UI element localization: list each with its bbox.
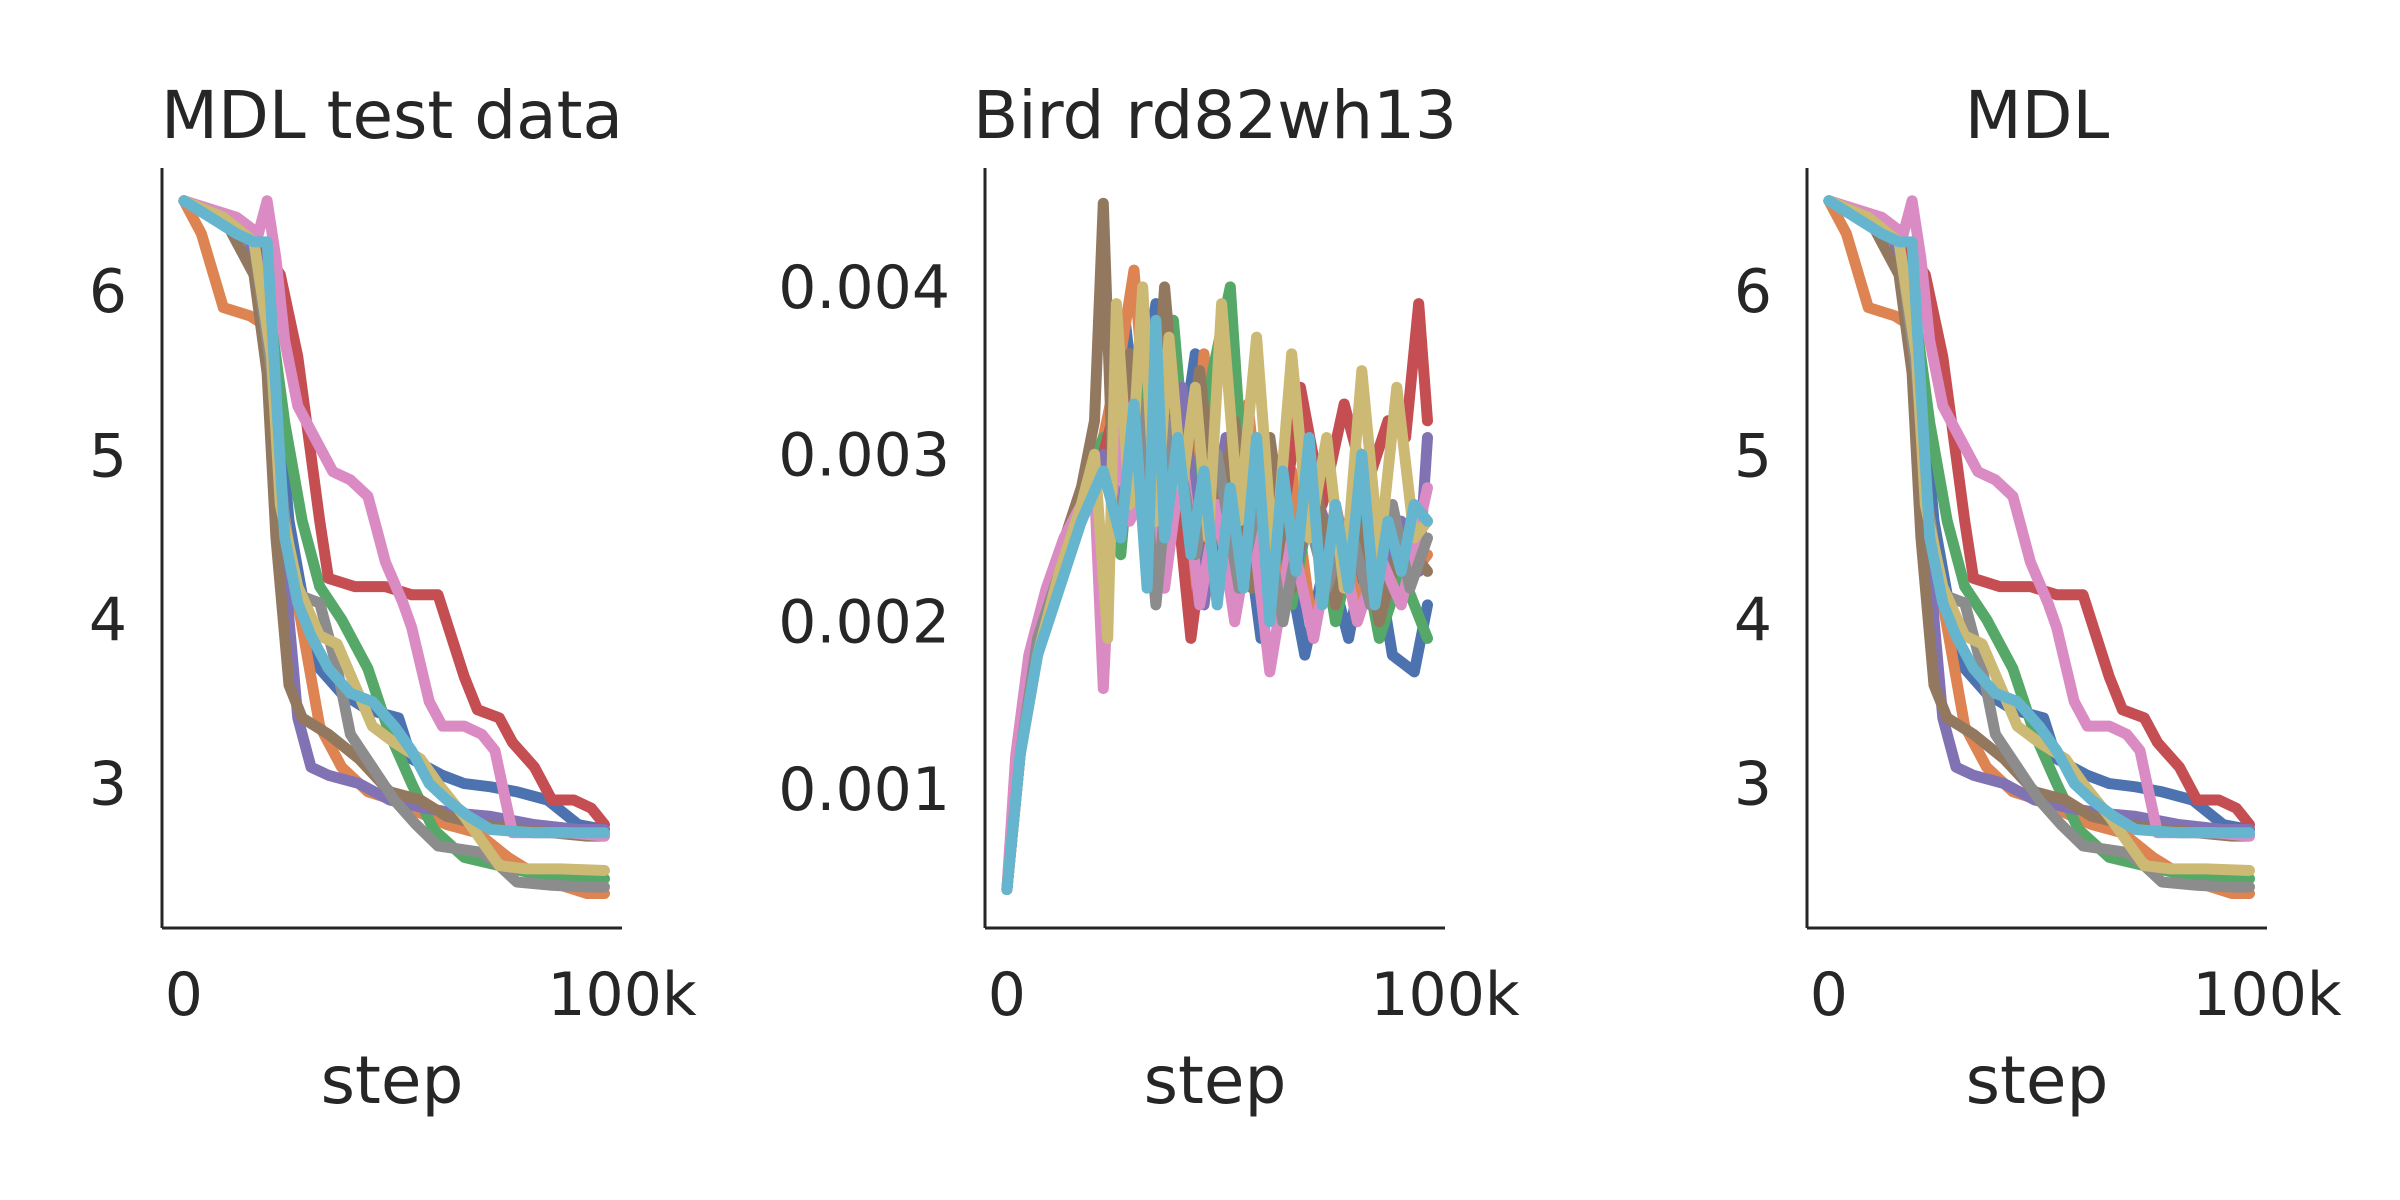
x-tick-label: 0	[988, 960, 1026, 1030]
panel-bird-rd82wh13: Bird rd82wh13 0 100k0.0010.0020.0030.004 …	[778, 77, 1520, 1119]
x-tick-label: 0	[1810, 960, 1848, 1030]
series-line-10	[1823, 195, 2255, 839]
y-tick-label: 6	[1734, 257, 1772, 327]
x-axis-label: step	[321, 1042, 464, 1119]
y-tick-label: 0.003	[778, 420, 950, 490]
series-line-4	[1823, 195, 2255, 831]
series-line-10	[178, 195, 610, 839]
y-tick-label: 3	[1734, 750, 1772, 820]
series-group	[178, 195, 610, 899]
x-axis-label: step	[1966, 1042, 2109, 1119]
panel-mdl-test-data: MDL test data 0 100k 3 4 5 6 step	[89, 77, 697, 1119]
series-group	[1001, 197, 1433, 895]
chart-title: MDL test data	[161, 77, 623, 154]
y-tick-label: 3	[89, 750, 127, 820]
ticks-group: 0 100k 0.001 0.002 0.003 0.004	[778, 253, 1520, 1030]
y-tick-label: 4	[1734, 585, 1772, 655]
x-tick-label: 100k	[547, 960, 697, 1030]
x-tick-label: 0	[165, 960, 203, 1030]
y-tick-label: 0.001	[778, 755, 950, 825]
ticks-group: 0 100k 3 4 5 6	[1734, 257, 2342, 1030]
x-tick-label: 100k	[1370, 960, 1520, 1030]
y-tick-label: 5	[89, 421, 127, 491]
y-tick-label: 5	[1734, 421, 1772, 491]
ticks-group: 0 100k 3 4 5 6	[89, 257, 697, 1030]
y-tick-label: 0.004	[778, 253, 950, 323]
x-axis-label: step	[1144, 1042, 1287, 1119]
series-line-7	[1823, 195, 2255, 842]
chart-title: Bird rd82wh13	[973, 77, 1457, 154]
panel-mdl: MDL 0 100k 3 4 5 6 step	[1734, 77, 2342, 1119]
series-line-10	[1001, 314, 1433, 895]
y-tick-label: 6	[89, 257, 127, 327]
series-line-7	[178, 195, 610, 842]
series-group	[1823, 195, 2255, 899]
y-tick-label: 4	[89, 585, 127, 655]
y-tick-label: 0.002	[778, 588, 950, 658]
chart-title: MDL	[1965, 77, 2110, 154]
x-tick-label: 100k	[2192, 960, 2342, 1030]
series-line-9	[1001, 281, 1433, 895]
series-line-4	[178, 195, 610, 831]
